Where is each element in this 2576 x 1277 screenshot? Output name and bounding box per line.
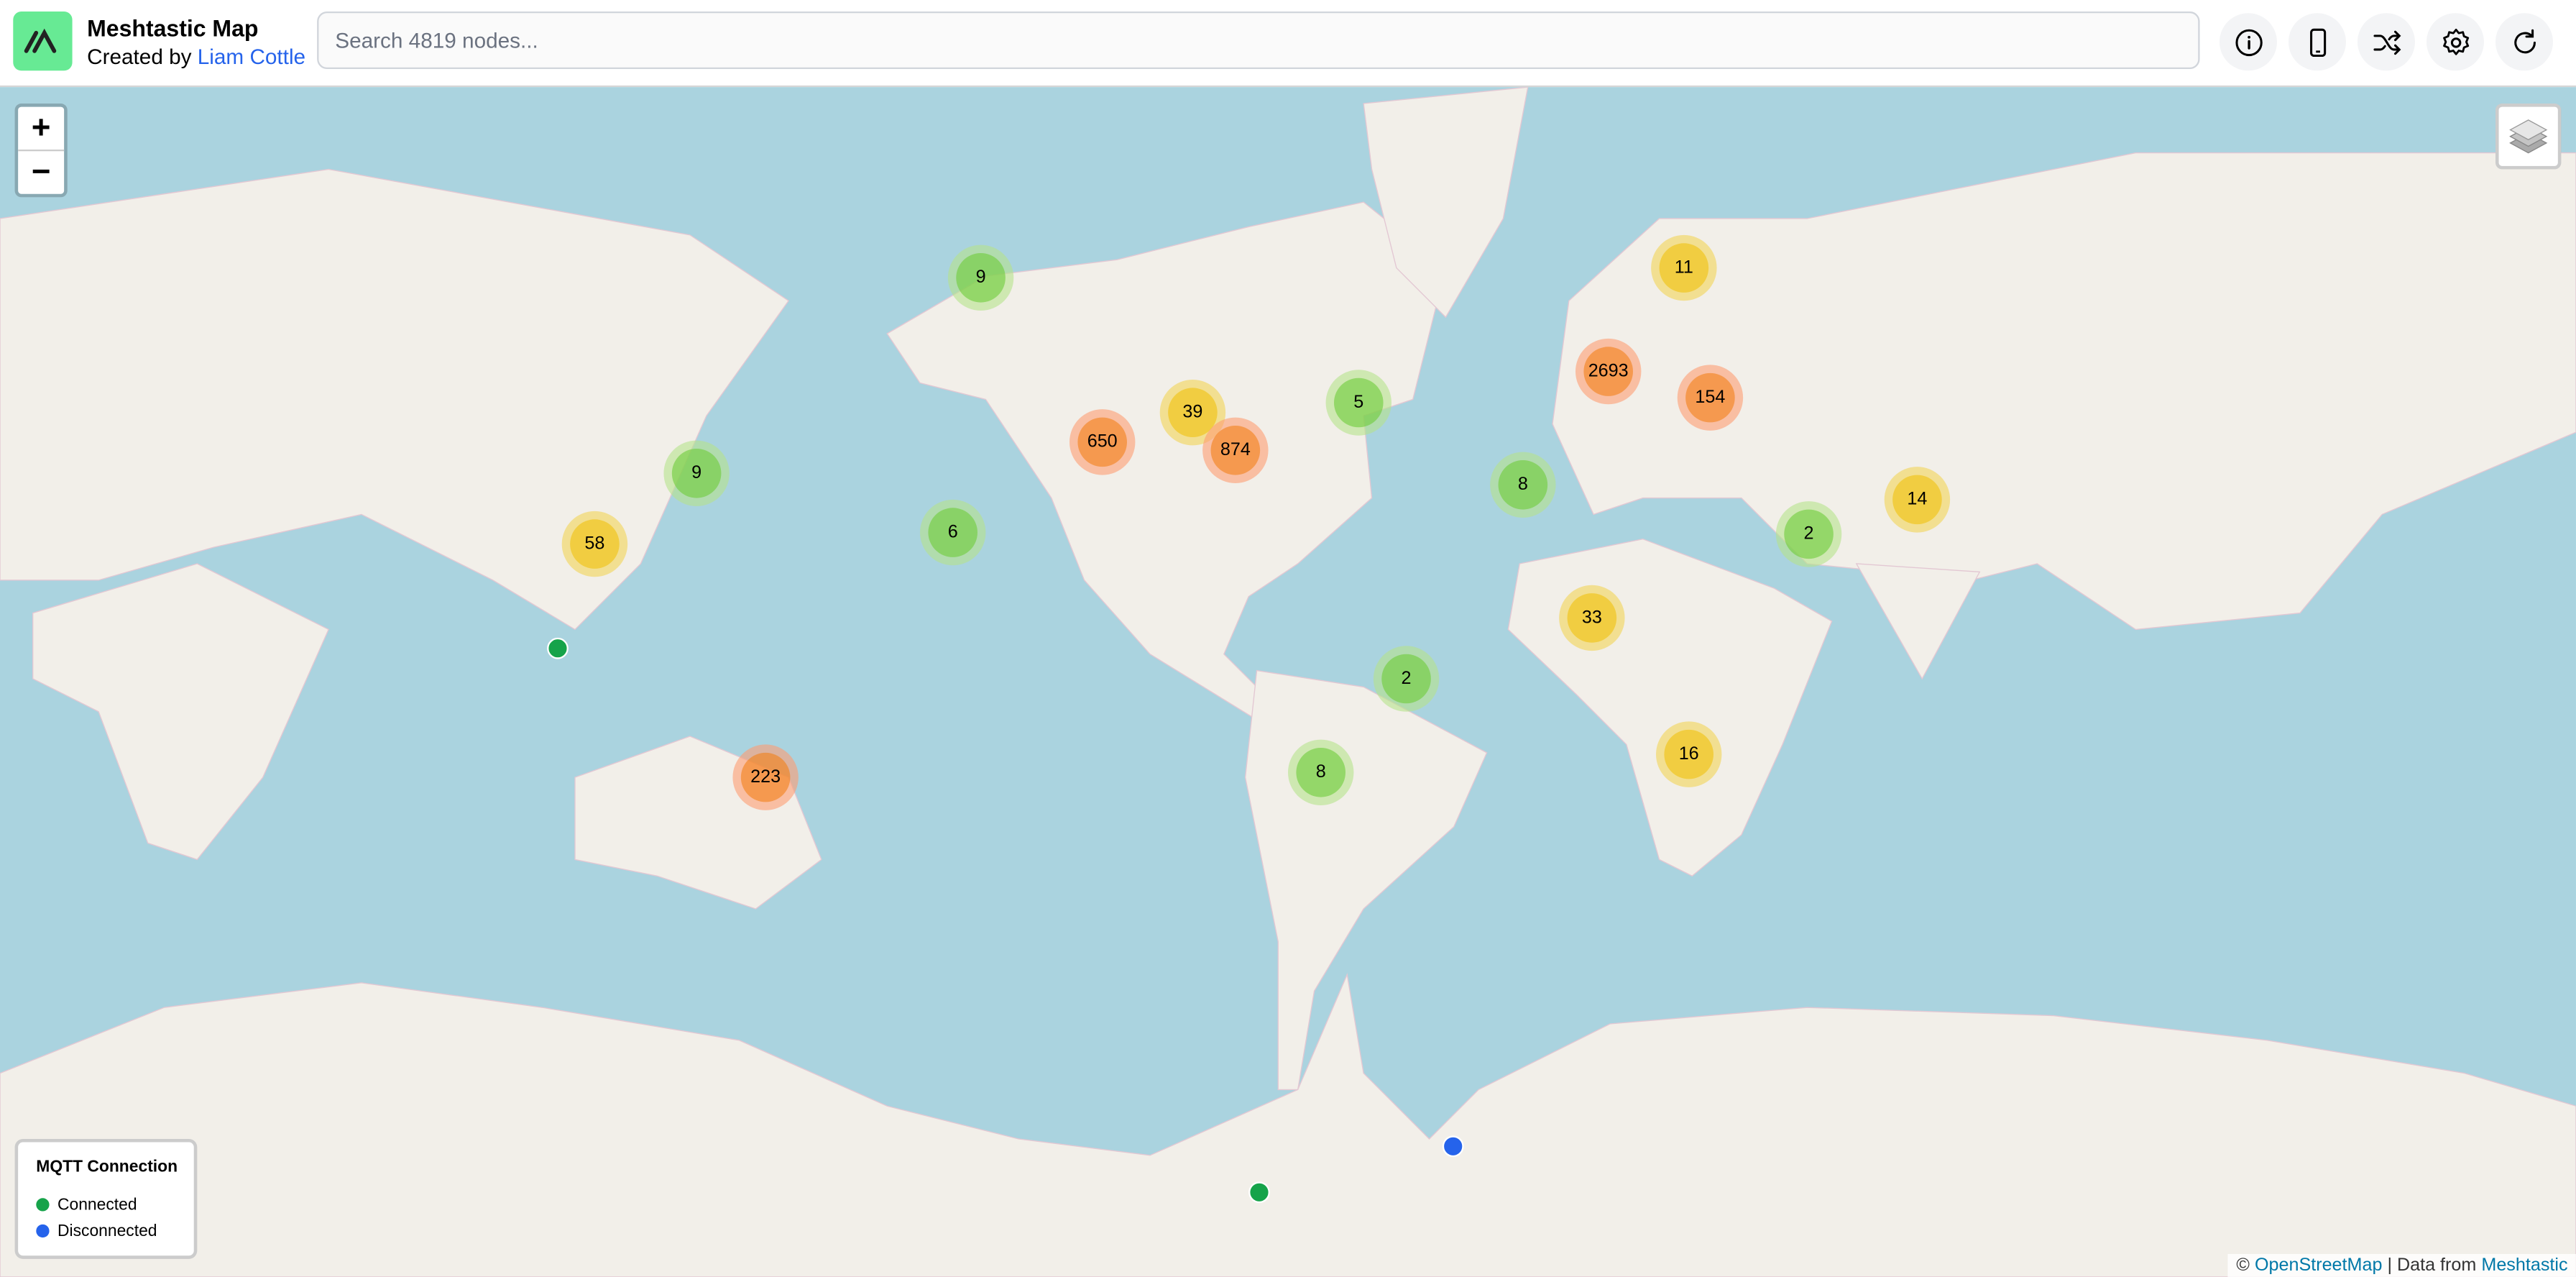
settings-button[interactable] [2426,13,2484,71]
node-cluster[interactable]: 2 [1775,501,1842,567]
node-cluster[interactable]: 223 [732,744,799,810]
cluster-count: 11 [1659,243,1709,293]
node-marker-connected[interactable] [547,637,569,659]
north-america [886,201,1447,721]
node-cluster[interactable]: 14 [1884,467,1951,533]
eurasia-west [0,168,790,631]
cluster-count: 5 [1333,377,1384,428]
cluster-count: 650 [1077,417,1127,467]
info-button[interactable] [2219,13,2277,71]
node-cluster[interactable]: 58 [561,511,628,577]
legend-item-connected: Connected [36,1191,193,1218]
map-tiles [0,87,2576,1277]
devices-button[interactable] [2288,13,2346,71]
cluster-count: 8 [1296,747,1346,797]
cluster-count: 2 [1381,654,1431,704]
world-map[interactable]: + − 9 11 2693 154 5 39 650 874 9 8 14 2 58 6 33 2 16 223 8… [0,87,2576,1277]
gear-icon [2442,27,2468,55]
openstreetmap-link[interactable]: OpenStreetMap [2254,1255,2383,1276]
shuffle-button[interactable] [2357,13,2415,71]
node-cluster[interactable]: 154 [1677,365,1744,431]
shuffle-icon [2373,29,2401,55]
cluster-count: 8 [1498,459,1548,510]
cluster-count: 9 [956,252,1006,303]
zoom-in-button[interactable]: + [31,110,51,147]
zoom-out-button[interactable]: − [18,149,65,194]
cluster-count: 9 [671,448,722,498]
south-america [1244,669,1488,1091]
cluster-count: 14 [1892,475,1942,525]
cluster-count: 6 [928,508,978,557]
cluster-count: 33 [1567,593,1617,643]
africa-west-wrap [32,563,330,861]
node-marker-disconnected[interactable] [1442,1135,1464,1158]
antarctica [0,972,2576,1277]
meshtastic-logo[interactable] [13,11,73,71]
node-cluster[interactable]: 33 [1559,585,1625,651]
app-title: Meshtastic Map [87,14,259,42]
cluster-count: 16 [1664,729,1714,779]
cluster-count: 2693 [1583,347,1633,396]
phone-icon [2309,27,2326,56]
greenland [1363,87,1529,319]
node-cluster[interactable]: 650 [1069,409,1136,475]
node-cluster[interactable]: 8 [1490,452,1556,518]
africa [1507,538,1833,877]
created-by-label: Created by [87,44,192,69]
legend-label: Connected [57,1195,137,1214]
node-cluster[interactable]: 8 [1287,739,1354,805]
layers-button[interactable] [2495,103,2562,170]
legend-title: MQTT Connection [36,1158,178,1177]
refresh-icon [2513,28,2535,53]
node-cluster[interactable]: 874 [1202,417,1269,483]
node-marker-connected[interactable] [1248,1181,1270,1204]
node-cluster[interactable]: 6 [919,499,986,566]
india [1855,563,1981,680]
meshtastic-logo-icon [24,28,57,53]
cluster-count: 58 [570,519,620,569]
author-link[interactable]: Liam Cottle [197,44,306,69]
legend-item-disconnected: Disconnected [36,1218,193,1245]
node-cluster[interactable]: 11 [1651,234,1717,301]
info-icon [2235,28,2262,55]
connected-dot-icon [36,1198,50,1212]
attribution-separator: | Data from [2387,1255,2477,1276]
zoom-control: + − [14,103,68,198]
cluster-count: 223 [740,752,791,802]
node-cluster[interactable]: 16 [1655,721,1722,787]
node-cluster[interactable]: 2 [1373,646,1440,712]
layers-icon [2509,119,2548,154]
search-input[interactable] [317,11,2200,69]
copyright-symbol: © [2236,1255,2250,1276]
node-cluster[interactable]: 9 [663,440,730,506]
disconnected-dot-icon [36,1224,50,1238]
top-bar: Meshtastic Map Created by Liam Cottle [0,0,2576,88]
meshtastic-link[interactable]: Meshtastic [2481,1255,2568,1276]
map-attribution: © OpenStreetMap | Data from Meshtastic [2227,1253,2576,1277]
node-cluster[interactable]: 9 [947,244,1014,311]
cluster-count: 39 [1168,388,1218,437]
cluster-count: 2 [1784,509,1834,559]
cluster-count: 874 [1210,425,1261,475]
refresh-button[interactable] [2495,13,2553,71]
cluster-count: 154 [1685,372,1735,423]
node-cluster[interactable]: 5 [1325,370,1392,436]
mqtt-legend: MQTT Connection Connected Disconnected [14,1138,198,1259]
node-cluster[interactable]: 2693 [1575,338,1642,405]
created-by: Created by Liam Cottle [87,45,305,69]
legend-label: Disconnected [57,1222,157,1240]
